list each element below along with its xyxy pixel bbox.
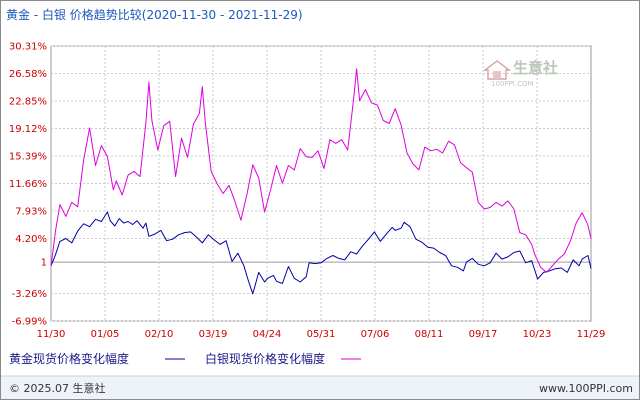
series-line-gold	[50, 211, 592, 295]
grid-layer	[51, 45, 591, 322]
footer-copyright: © 2025.07 生意社	[9, 381, 105, 395]
watermark: 生意社 100PPI.COM	[482, 59, 558, 88]
y-tick-label: -6.99%	[12, 317, 47, 328]
x-tick-label: 05/31	[307, 329, 336, 340]
legend-label-silver: 白银现货价格变化幅度	[205, 351, 325, 366]
watermark-window-icon	[493, 71, 501, 79]
x-tick-label: 09/17	[469, 329, 498, 340]
legend-item-gold[interactable]: 黄金现货价格变化幅度	[9, 351, 185, 366]
x-tick-label: 08/11	[415, 329, 444, 340]
legend-label-gold: 黄金现货价格变化幅度	[9, 351, 129, 366]
x-tick-label: 04/24	[253, 329, 282, 340]
y-tick-label: 1	[41, 258, 47, 269]
legend-item-silver[interactable]: 白银现货价格变化幅度	[205, 351, 361, 366]
watermark-url: 100PPI.COM	[491, 80, 534, 88]
y-tick-label: 26.58%	[9, 69, 47, 80]
series-line-silver	[50, 68, 592, 273]
x-tick-label: 01/05	[91, 329, 120, 340]
chart-title: 黄金 - 白银 价格趋势比较(2020-11-30 - 2021-11-29)	[6, 7, 303, 22]
x-tick-label: 10/23	[523, 329, 552, 340]
footer-site-link[interactable]: www.100PPI.com	[539, 382, 633, 395]
footer-bar	[1, 376, 639, 399]
y-tick-label: 15.39%	[9, 152, 47, 163]
y-tick-label: 11.66%	[9, 179, 47, 190]
x-tick-label: 07/06	[361, 329, 390, 340]
y-axis-ticks: 30.31% 26.58% 22.85% 19.12% 15.39% 11.66% 7.93…	[9, 42, 47, 328]
y-tick-label: 30.31%	[9, 42, 47, 53]
watermark-house-icon	[482, 60, 512, 80]
y-tick-label: -3.26%	[12, 289, 47, 300]
y-tick-label: 19.12%	[9, 124, 47, 135]
legend: 黄金现货价格变化幅度 白银现货价格变化幅度	[9, 351, 361, 366]
x-axis-ticks: 11/30 01/05 02/10 03/19 04/24 05/31 07/06 08/11…	[37, 329, 606, 340]
x-tick-label: 03/19	[199, 329, 228, 340]
y-tick-label: 22.85%	[9, 97, 47, 108]
y-tick-label: 7.93%	[15, 207, 47, 218]
y-tick-label: 4.20%	[15, 234, 47, 245]
x-tick-label: 11/29	[577, 329, 606, 340]
watermark-name: 生意社	[513, 59, 558, 77]
series-layer	[50, 68, 592, 295]
x-tick-label: 11/30	[37, 329, 66, 340]
x-tick-label: 02/10	[145, 329, 174, 340]
